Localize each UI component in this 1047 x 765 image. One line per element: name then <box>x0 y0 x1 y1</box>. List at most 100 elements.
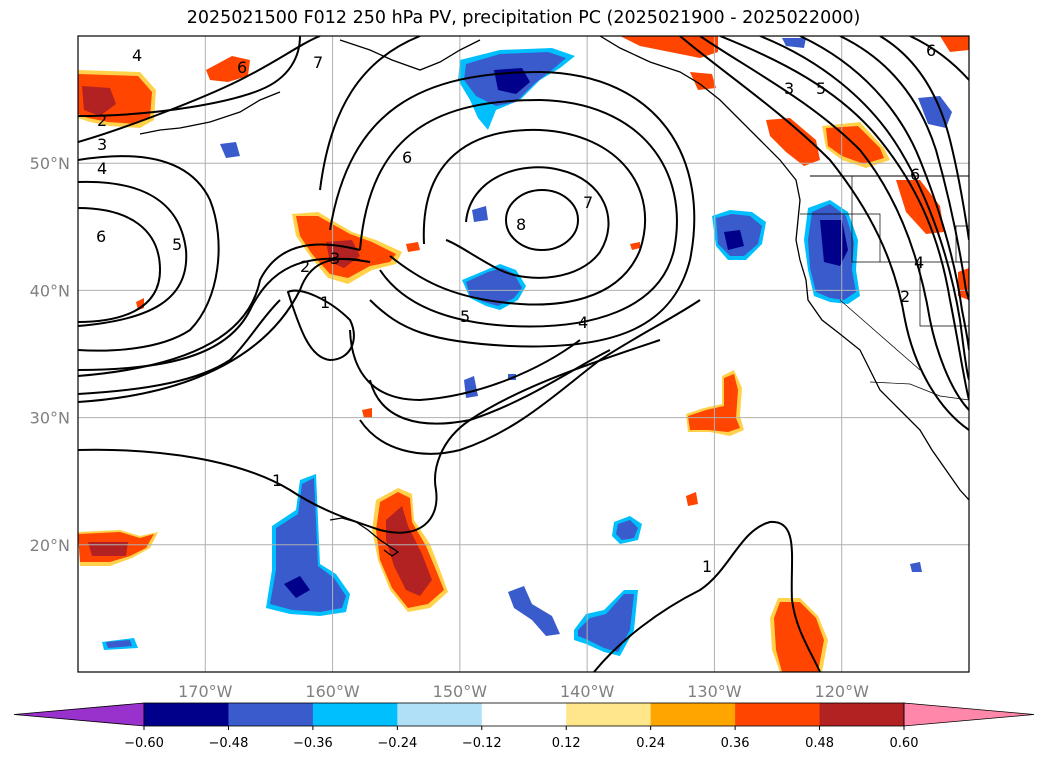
coastlines <box>139 36 969 557</box>
precip-region-topright-pos-3 <box>690 72 716 90</box>
pv-contour-labels: 4 2 3 4 6 5 6 7 2 3 1 6 8 7 5 4 1 1 3 5 … <box>96 41 936 576</box>
colorbar-tick-label: −0.12 <box>462 736 502 751</box>
precip-region-sw-pos-inner <box>88 542 128 556</box>
lat-tick-label: 20°N <box>30 536 70 555</box>
pv-contour-west-3 <box>78 257 361 403</box>
pv-contour-south-1 <box>78 339 661 534</box>
contour-label: 6 <box>96 227 106 246</box>
pv-contour-3b <box>319 36 421 191</box>
precip-region-west-pos-inner <box>82 86 116 116</box>
pv-contour-west-6 <box>78 207 162 323</box>
contour-label: 7 <box>583 193 593 212</box>
latitude-labels: 20°N 30°N 40°N 50°N <box>30 154 70 555</box>
colorbar-swatch <box>735 703 821 726</box>
pv-contour-4 <box>329 70 696 348</box>
pv-contours <box>78 36 969 672</box>
precip-region-small-neg-6-core <box>616 520 638 540</box>
precip-region-wc-neg-1-inner <box>724 230 744 250</box>
pv-contour-east-1 <box>719 36 969 401</box>
precip-region-topright-pos-1 <box>620 36 718 58</box>
pv-contour-2-ridge <box>78 257 371 371</box>
border-us-states-2 <box>800 213 881 262</box>
coastline-aleutians <box>139 91 281 135</box>
border-us-states-3 <box>839 299 921 371</box>
lat-tick-label: 30°N <box>30 409 70 428</box>
precip-region-small-pos-1 <box>206 56 250 82</box>
colorbar-swatch <box>566 703 652 726</box>
precip-region-small-pos-3 <box>686 492 698 506</box>
colorbar-outline <box>143 702 905 727</box>
pv-contour-east-2 <box>759 36 969 381</box>
pv-contour-south-ss <box>349 329 581 402</box>
colorbar-tick-label: −0.24 <box>377 736 417 751</box>
colorbar-swatch <box>819 703 905 726</box>
precip-region-small-neg-7-core <box>106 640 132 648</box>
lon-tick-label: 130°W <box>687 682 742 701</box>
pv-contour-east-8 <box>679 36 969 431</box>
longitude-labels: 170°W 160°W 150°W 140°W 130°W 120°W <box>178 682 869 701</box>
pv-contour-west-5 <box>78 180 188 327</box>
lon-tick-label: 140°W <box>560 682 615 701</box>
colorbar-tick-label: −0.60 <box>124 736 164 751</box>
pv-contour-6 <box>389 128 646 306</box>
contour-label: 4 <box>97 159 107 178</box>
precip-region-small-neg-2 <box>472 206 488 222</box>
contour-label: 2 <box>300 257 310 276</box>
pv-contour-5 <box>359 98 678 328</box>
contour-label: 1 <box>272 471 282 490</box>
contour-label: 6 <box>402 148 412 167</box>
lat-tick-label: 50°N <box>30 154 70 173</box>
precip-region-topright-pos-2 <box>940 36 969 52</box>
precip-region-jet-pos-inner <box>326 240 360 268</box>
border-us-states-4 <box>919 262 969 327</box>
precip-region-sc-neg-2-core <box>578 594 634 652</box>
precip-region-low-neg-core <box>466 268 522 306</box>
coastline-alaska-islands <box>339 39 481 71</box>
map-panel <box>78 36 969 672</box>
contour-label: 5 <box>172 235 182 254</box>
pv-contour-8 <box>505 189 579 251</box>
pv-contour-east-5 <box>879 36 969 241</box>
contour-label: 2 <box>97 111 107 130</box>
pv-contour-east-7 <box>699 36 969 411</box>
contour-label: 1 <box>702 557 712 576</box>
contour-label: 3 <box>784 79 794 98</box>
contour-label: 7 <box>313 53 323 72</box>
precip-region-small-neg-8 <box>910 562 922 572</box>
contour-label: 6 <box>910 165 920 184</box>
colorbar-tick-label: 0.48 <box>805 736 834 751</box>
colorbar-tick-label: −0.48 <box>209 736 249 751</box>
precip-region-small-neg-9 <box>782 38 806 48</box>
pv-contour-1-north <box>78 299 281 395</box>
colorbar-tick-label: −0.36 <box>293 736 333 751</box>
contour-label: 6 <box>926 41 936 60</box>
lon-tick-label: 160°W <box>305 682 360 701</box>
lon-tick-label: 120°W <box>815 682 870 701</box>
coastline-north-america <box>599 36 969 501</box>
pv-contour-1-loop <box>286 289 355 362</box>
colorbar-extend-high <box>903 702 1035 727</box>
border-us-states-5 <box>955 225 969 263</box>
lat-tick-label: 40°N <box>30 281 70 300</box>
pv-contour-west-4 <box>78 155 220 352</box>
colorbar-tick-label: 0.60 <box>890 736 919 751</box>
contour-label: 3 <box>97 135 107 154</box>
contour-label: 4 <box>578 313 588 332</box>
pv-contour-south-3 <box>369 349 611 425</box>
colorbar-swatch <box>650 703 736 726</box>
contour-label: 4 <box>132 46 142 65</box>
chart-title: 2025021500 F012 250 hPa PV, precipitatio… <box>186 8 861 28</box>
border-us-states-1 <box>851 176 969 263</box>
colorbar-tick-label: 0.24 <box>636 736 665 751</box>
pv-contour-east-3 <box>799 36 969 351</box>
contour-label: 3 <box>330 249 340 268</box>
precip-region-coast-pos-3 <box>896 180 944 234</box>
contour-label: 5 <box>816 79 826 98</box>
precip-region-coast-pos-1 <box>766 118 820 166</box>
colorbar-extend-low <box>13 702 145 727</box>
border-us-mexico <box>869 381 969 401</box>
map-frame <box>77 35 970 673</box>
precip-region-sc-neg-1 <box>508 586 560 636</box>
colorbar-swatch <box>228 703 314 726</box>
